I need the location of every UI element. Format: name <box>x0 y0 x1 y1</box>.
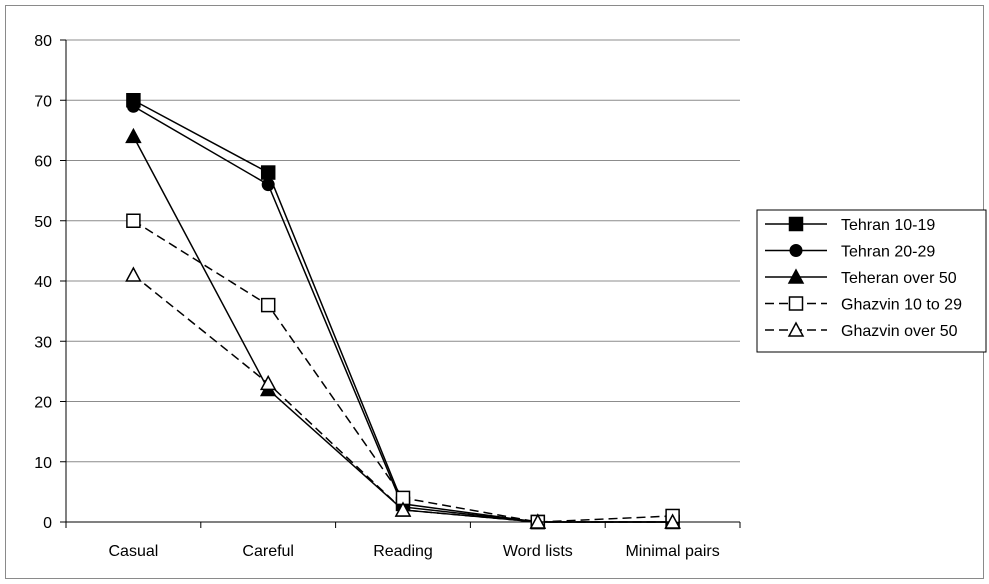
data-point <box>394 501 412 517</box>
y-tick-label: 0 <box>43 515 52 532</box>
legend-entry: Ghazvin 10 to 29 <box>765 296 962 314</box>
legend-swatch-marker <box>788 296 804 311</box>
series-line <box>133 99 673 523</box>
legend-entry: Tehran 10-19 <box>765 216 935 234</box>
series-line <box>132 274 673 523</box>
y-tick-label: 60 <box>34 154 52 171</box>
series-lines <box>125 93 681 530</box>
data-point <box>260 165 276 180</box>
y-tick-label: 40 <box>34 274 52 291</box>
legend-label: Teheran over 50 <box>841 270 957 287</box>
data-point <box>260 297 276 313</box>
data-point <box>664 513 681 529</box>
data-point <box>126 99 140 113</box>
gridlines <box>66 39 740 463</box>
data-point <box>529 513 547 529</box>
axes: 0 10 20 30 40 50 60 70 80 Casual Careful Reading Wor… <box>34 33 741 560</box>
legend-entry: Ghazvin over 50 <box>765 321 958 340</box>
legend-entry: Tehran 20-29 <box>765 244 935 261</box>
series-5 <box>125 266 681 529</box>
legend-swatch-marker <box>788 216 804 232</box>
series-1 <box>126 93 680 530</box>
y-tick-label: 10 <box>34 455 52 472</box>
series-3 <box>125 127 681 529</box>
y-tick-label: 80 <box>34 33 52 50</box>
x-tick-label: Reading <box>373 543 433 560</box>
series-line <box>133 105 673 523</box>
y-tick-label: 50 <box>34 214 52 231</box>
series-line <box>133 220 673 523</box>
y-tick-label: 30 <box>34 334 52 351</box>
x-tick-label: Careful <box>242 543 294 560</box>
legend-entry: Teheran over 50 <box>765 268 957 287</box>
legend-swatch-marker <box>787 268 805 284</box>
legend-label: Ghazvin over 50 <box>841 323 958 340</box>
y-tick-label: 20 <box>34 395 52 412</box>
legend-label: Tehran 10-19 <box>841 217 935 234</box>
data-point <box>125 127 142 144</box>
data-point <box>125 266 142 282</box>
data-point <box>126 213 141 228</box>
legend-label: Ghazvin 10 to 29 <box>841 297 962 314</box>
x-tick-label: Word lists <box>503 543 573 560</box>
data-point <box>259 374 277 391</box>
x-tick-label: Casual <box>108 543 158 560</box>
x-tick-label: Minimal pairs <box>625 543 719 560</box>
legend-label: Tehran 20-29 <box>841 244 935 261</box>
legend: Tehran 10-19 Tehran 20-29 Teheran over 50 G… <box>756 209 987 353</box>
legend-swatch-marker <box>789 244 803 257</box>
series-line <box>132 136 673 523</box>
y-tick-label: 70 <box>34 93 52 110</box>
series-2 <box>126 99 680 529</box>
data-point <box>261 178 275 192</box>
legend-swatch-marker <box>787 321 805 337</box>
series-4 <box>126 213 680 530</box>
